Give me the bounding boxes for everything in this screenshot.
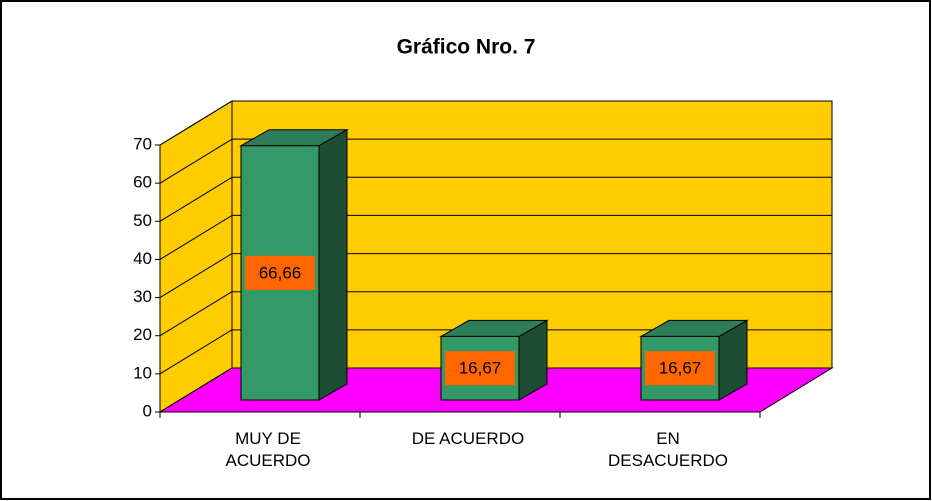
grid-line bbox=[159, 176, 233, 222]
y-tick-label: 30 bbox=[133, 287, 152, 306]
y-tick-label: 10 bbox=[133, 363, 152, 382]
x-tick-label: EN DESACUERDO bbox=[608, 429, 728, 470]
grid-line bbox=[159, 100, 233, 146]
side-wall bbox=[159, 100, 233, 413]
value-label-box bbox=[645, 351, 715, 386]
y-tick-label: 70 bbox=[133, 134, 152, 153]
chart-title: Gráfico Nro. 7 bbox=[397, 36, 536, 59]
value-label-box bbox=[445, 351, 515, 386]
grid-line bbox=[159, 215, 233, 260]
grid-line bbox=[159, 138, 233, 184]
value-label-box bbox=[245, 255, 315, 290]
grid-line bbox=[159, 367, 233, 413]
y-tick-label: 40 bbox=[133, 249, 152, 268]
value-label: 66,66 bbox=[259, 263, 302, 282]
y-tick-label: 50 bbox=[133, 211, 152, 230]
value-label: 16,67 bbox=[659, 359, 702, 378]
grid-line bbox=[159, 329, 233, 375]
x-tick-label: MUY DE ACUERDO bbox=[225, 429, 311, 470]
y-tick-label: 0 bbox=[143, 401, 152, 420]
grid-line bbox=[159, 253, 233, 298]
y-tick-label: 60 bbox=[133, 173, 152, 192]
grid-line bbox=[159, 291, 233, 337]
value-label: 16,67 bbox=[459, 359, 502, 378]
bar-side bbox=[318, 128, 348, 401]
y-tick-label: 20 bbox=[133, 325, 152, 344]
x-tick-label: DE ACUERDO bbox=[411, 429, 525, 448]
